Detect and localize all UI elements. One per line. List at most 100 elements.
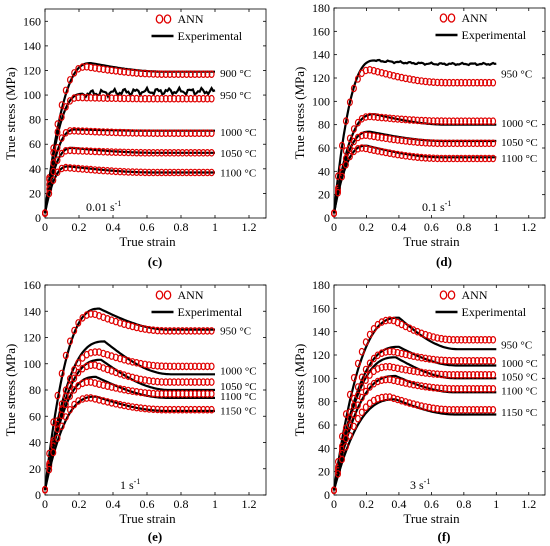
ann-point xyxy=(474,154,481,163)
ann-point xyxy=(350,410,357,419)
ann-point xyxy=(378,376,385,385)
ann-point xyxy=(208,129,215,138)
strain-rate-label: 1 s-1 xyxy=(120,477,140,492)
ann-point xyxy=(386,393,393,401)
ann-point xyxy=(382,316,389,325)
ann-point xyxy=(50,448,57,457)
ann-point xyxy=(129,322,136,331)
x-tick-label: 0.2 xyxy=(72,220,87,234)
ann-point xyxy=(394,364,401,373)
ann-point xyxy=(426,355,433,363)
ann-point xyxy=(335,470,342,478)
ann-point xyxy=(402,379,409,387)
ann-point xyxy=(390,394,397,403)
ann-point xyxy=(486,335,493,344)
ann-point xyxy=(438,139,445,148)
ann-point xyxy=(434,370,441,379)
ann-point xyxy=(374,133,381,141)
ann-point xyxy=(83,63,90,71)
ann-point xyxy=(154,149,161,157)
ann-point xyxy=(418,153,425,162)
ann-point xyxy=(394,136,401,144)
ann-point xyxy=(142,325,149,333)
ann-point xyxy=(406,137,413,146)
y-tick-label: 80 xyxy=(29,113,41,127)
ann-point xyxy=(450,117,457,126)
ann-point xyxy=(358,347,365,356)
ann-point xyxy=(208,362,215,371)
ann-point xyxy=(486,384,493,393)
ann-point xyxy=(54,144,61,152)
x-tick-label: 0.2 xyxy=(359,497,374,511)
ann-point xyxy=(46,189,53,198)
ann-point xyxy=(418,353,425,362)
ann-point xyxy=(58,422,65,431)
series-1100: 1100 °C xyxy=(331,144,537,218)
ann-point xyxy=(386,375,393,384)
ann-point xyxy=(446,384,453,393)
x-tick-label: 0.4 xyxy=(106,220,121,234)
series-1050: 1050 °C xyxy=(331,130,538,218)
legend-exp-label: Experimental xyxy=(178,29,243,43)
ann-point xyxy=(422,369,429,377)
ann-point xyxy=(83,127,90,136)
ann-point xyxy=(450,335,457,344)
ann-point xyxy=(142,94,149,103)
ann-point xyxy=(426,332,433,340)
ann-point xyxy=(470,117,477,126)
ann-point xyxy=(482,78,489,87)
ann-point xyxy=(382,148,389,157)
x-tick-label: 1 xyxy=(493,220,499,234)
ann-point xyxy=(162,149,169,157)
strain-rate-exponent: -1 xyxy=(445,199,452,208)
ann-point xyxy=(430,370,437,378)
y-tick-label: 0 xyxy=(35,211,41,225)
ann-point xyxy=(386,347,393,356)
ann-point xyxy=(434,356,441,364)
ann-point xyxy=(91,94,98,102)
ann-point xyxy=(414,381,421,390)
ann-point xyxy=(454,384,461,393)
ann-point xyxy=(370,66,377,75)
legend-exp-label: Experimental xyxy=(462,28,527,42)
ann-point xyxy=(426,139,433,147)
ann-point xyxy=(434,78,441,87)
ann-point xyxy=(162,327,169,335)
ann-point xyxy=(142,129,149,137)
ann-point xyxy=(430,154,437,163)
ann-point xyxy=(187,168,194,177)
ann-point xyxy=(438,117,445,125)
ann-point xyxy=(374,68,381,76)
x-tick-label: 0.8 xyxy=(174,497,189,511)
ann-point xyxy=(426,117,433,125)
y-tick-label: 140 xyxy=(312,325,330,339)
legend-ann-label: ANN xyxy=(178,12,204,26)
ann-point xyxy=(91,127,98,136)
ann-point xyxy=(430,139,437,147)
ann-point xyxy=(104,128,111,137)
temperature-label: 1150 °C xyxy=(501,407,537,419)
ann-point xyxy=(116,400,123,409)
strain-rate-text: 0.1 s xyxy=(422,200,445,214)
ann-point xyxy=(430,383,437,392)
ann-point xyxy=(490,356,497,365)
x-tick-label: 1.2 xyxy=(242,497,257,511)
legend-exp-label: Experimental xyxy=(462,305,527,319)
ann-point xyxy=(454,154,461,163)
ann-point xyxy=(470,356,477,365)
ann-point xyxy=(418,368,425,377)
ann-point xyxy=(398,349,405,358)
ann-point xyxy=(58,134,65,142)
ann-point xyxy=(116,94,123,103)
x-axis-label: True strain xyxy=(119,511,176,526)
ann-point xyxy=(462,384,469,393)
x-tick-label: 0.4 xyxy=(391,220,406,234)
ann-point xyxy=(386,149,393,158)
ann-point xyxy=(370,146,377,155)
ann-point xyxy=(442,335,449,344)
x-tick-label: 0.6 xyxy=(424,220,439,234)
ann-point xyxy=(414,76,421,85)
ann-point xyxy=(406,366,413,375)
ann-point xyxy=(116,385,123,393)
y-tick-label: 160 xyxy=(23,278,41,292)
